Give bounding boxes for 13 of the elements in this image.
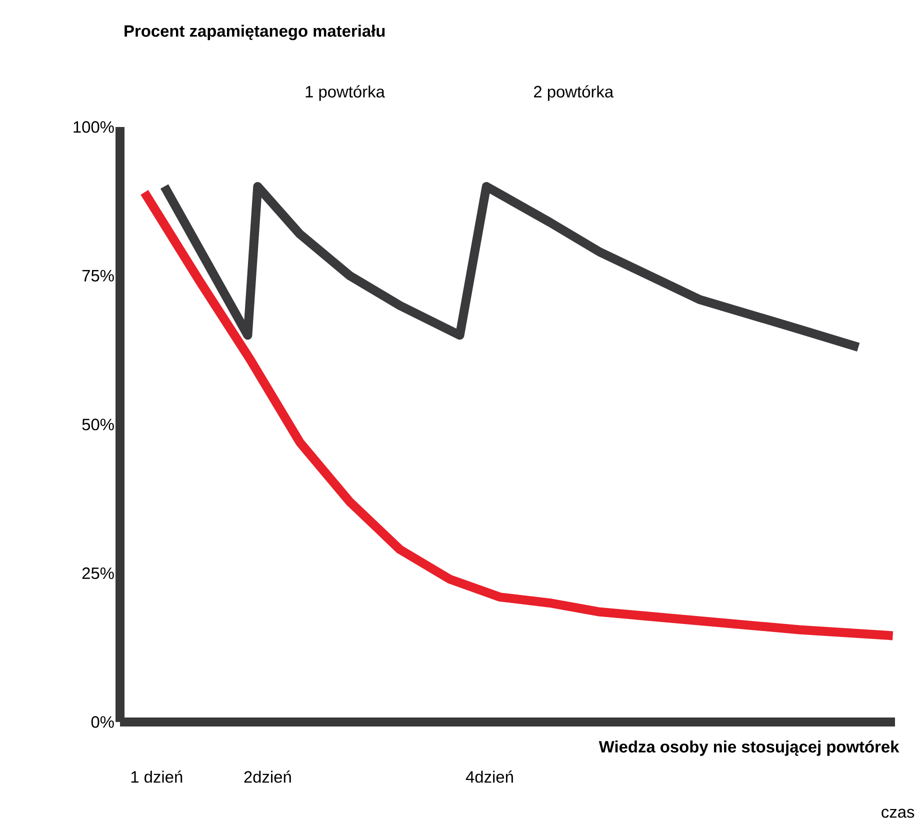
text: Wiedza osoby nie stosującej powtórek <box>598 740 900 756</box>
y-tick-label: 0% <box>91 716 114 728</box>
y-tick-label: 50% <box>82 418 114 430</box>
x-tick-label: 2dzień <box>244 770 291 783</box>
x-axis-title: czas <box>882 808 914 818</box>
x-tick-label: 1 dzień <box>131 770 182 783</box>
y-tick-label: 25% <box>82 567 114 580</box>
y-axis-title: Procent zapamiętanego materiału <box>124 24 385 40</box>
text: 1 powtórka <box>306 85 385 101</box>
y-tick-label: 100% <box>74 121 114 133</box>
text: 2 powtórka <box>534 85 614 101</box>
y-tick-label: 75% <box>82 270 114 282</box>
x-tick-label: 4dzień <box>466 770 513 783</box>
